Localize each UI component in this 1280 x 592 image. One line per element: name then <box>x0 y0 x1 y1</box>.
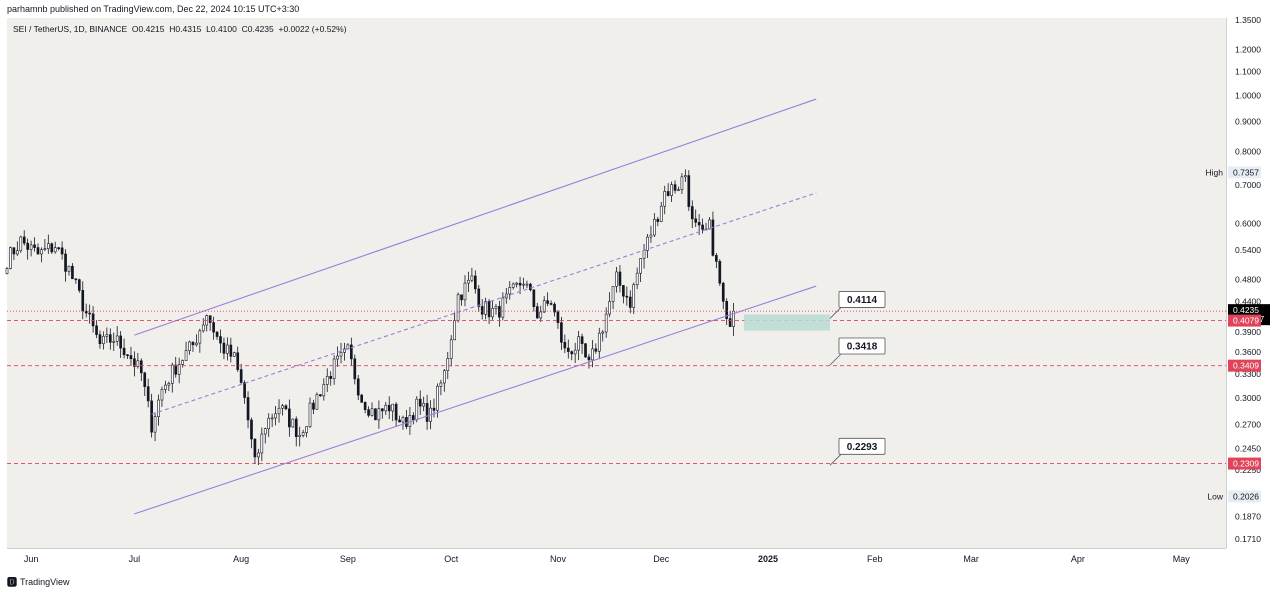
price-axis[interactable] <box>1226 18 1280 548</box>
tradingview-logo-icon: 🅳 <box>7 578 17 589</box>
footer-brand[interactable]: 🅳 TradingView <box>7 574 70 590</box>
legend-high: H0.4315 <box>169 24 202 34</box>
legend-symbol: SEI / TetherUS, 1D, BINANCE <box>13 24 128 34</box>
legend-close: C0.4235 <box>241 24 274 34</box>
legend-open: O0.4215 <box>131 24 165 34</box>
tradingview-brand-label: TradingView <box>20 576 70 587</box>
chart-plot-area[interactable] <box>7 18 1226 548</box>
time-axis[interactable] <box>7 548 1226 571</box>
legend-change: +0.0022 (+0.52%) <box>278 24 347 34</box>
legend-low: L0.4100 <box>206 24 237 34</box>
publish-attribution: parhamnb published on TradingView.com, D… <box>7 4 300 14</box>
symbol-legend: SEI / TetherUS, 1D, BINANCE O0.4215 H0.4… <box>13 24 347 34</box>
